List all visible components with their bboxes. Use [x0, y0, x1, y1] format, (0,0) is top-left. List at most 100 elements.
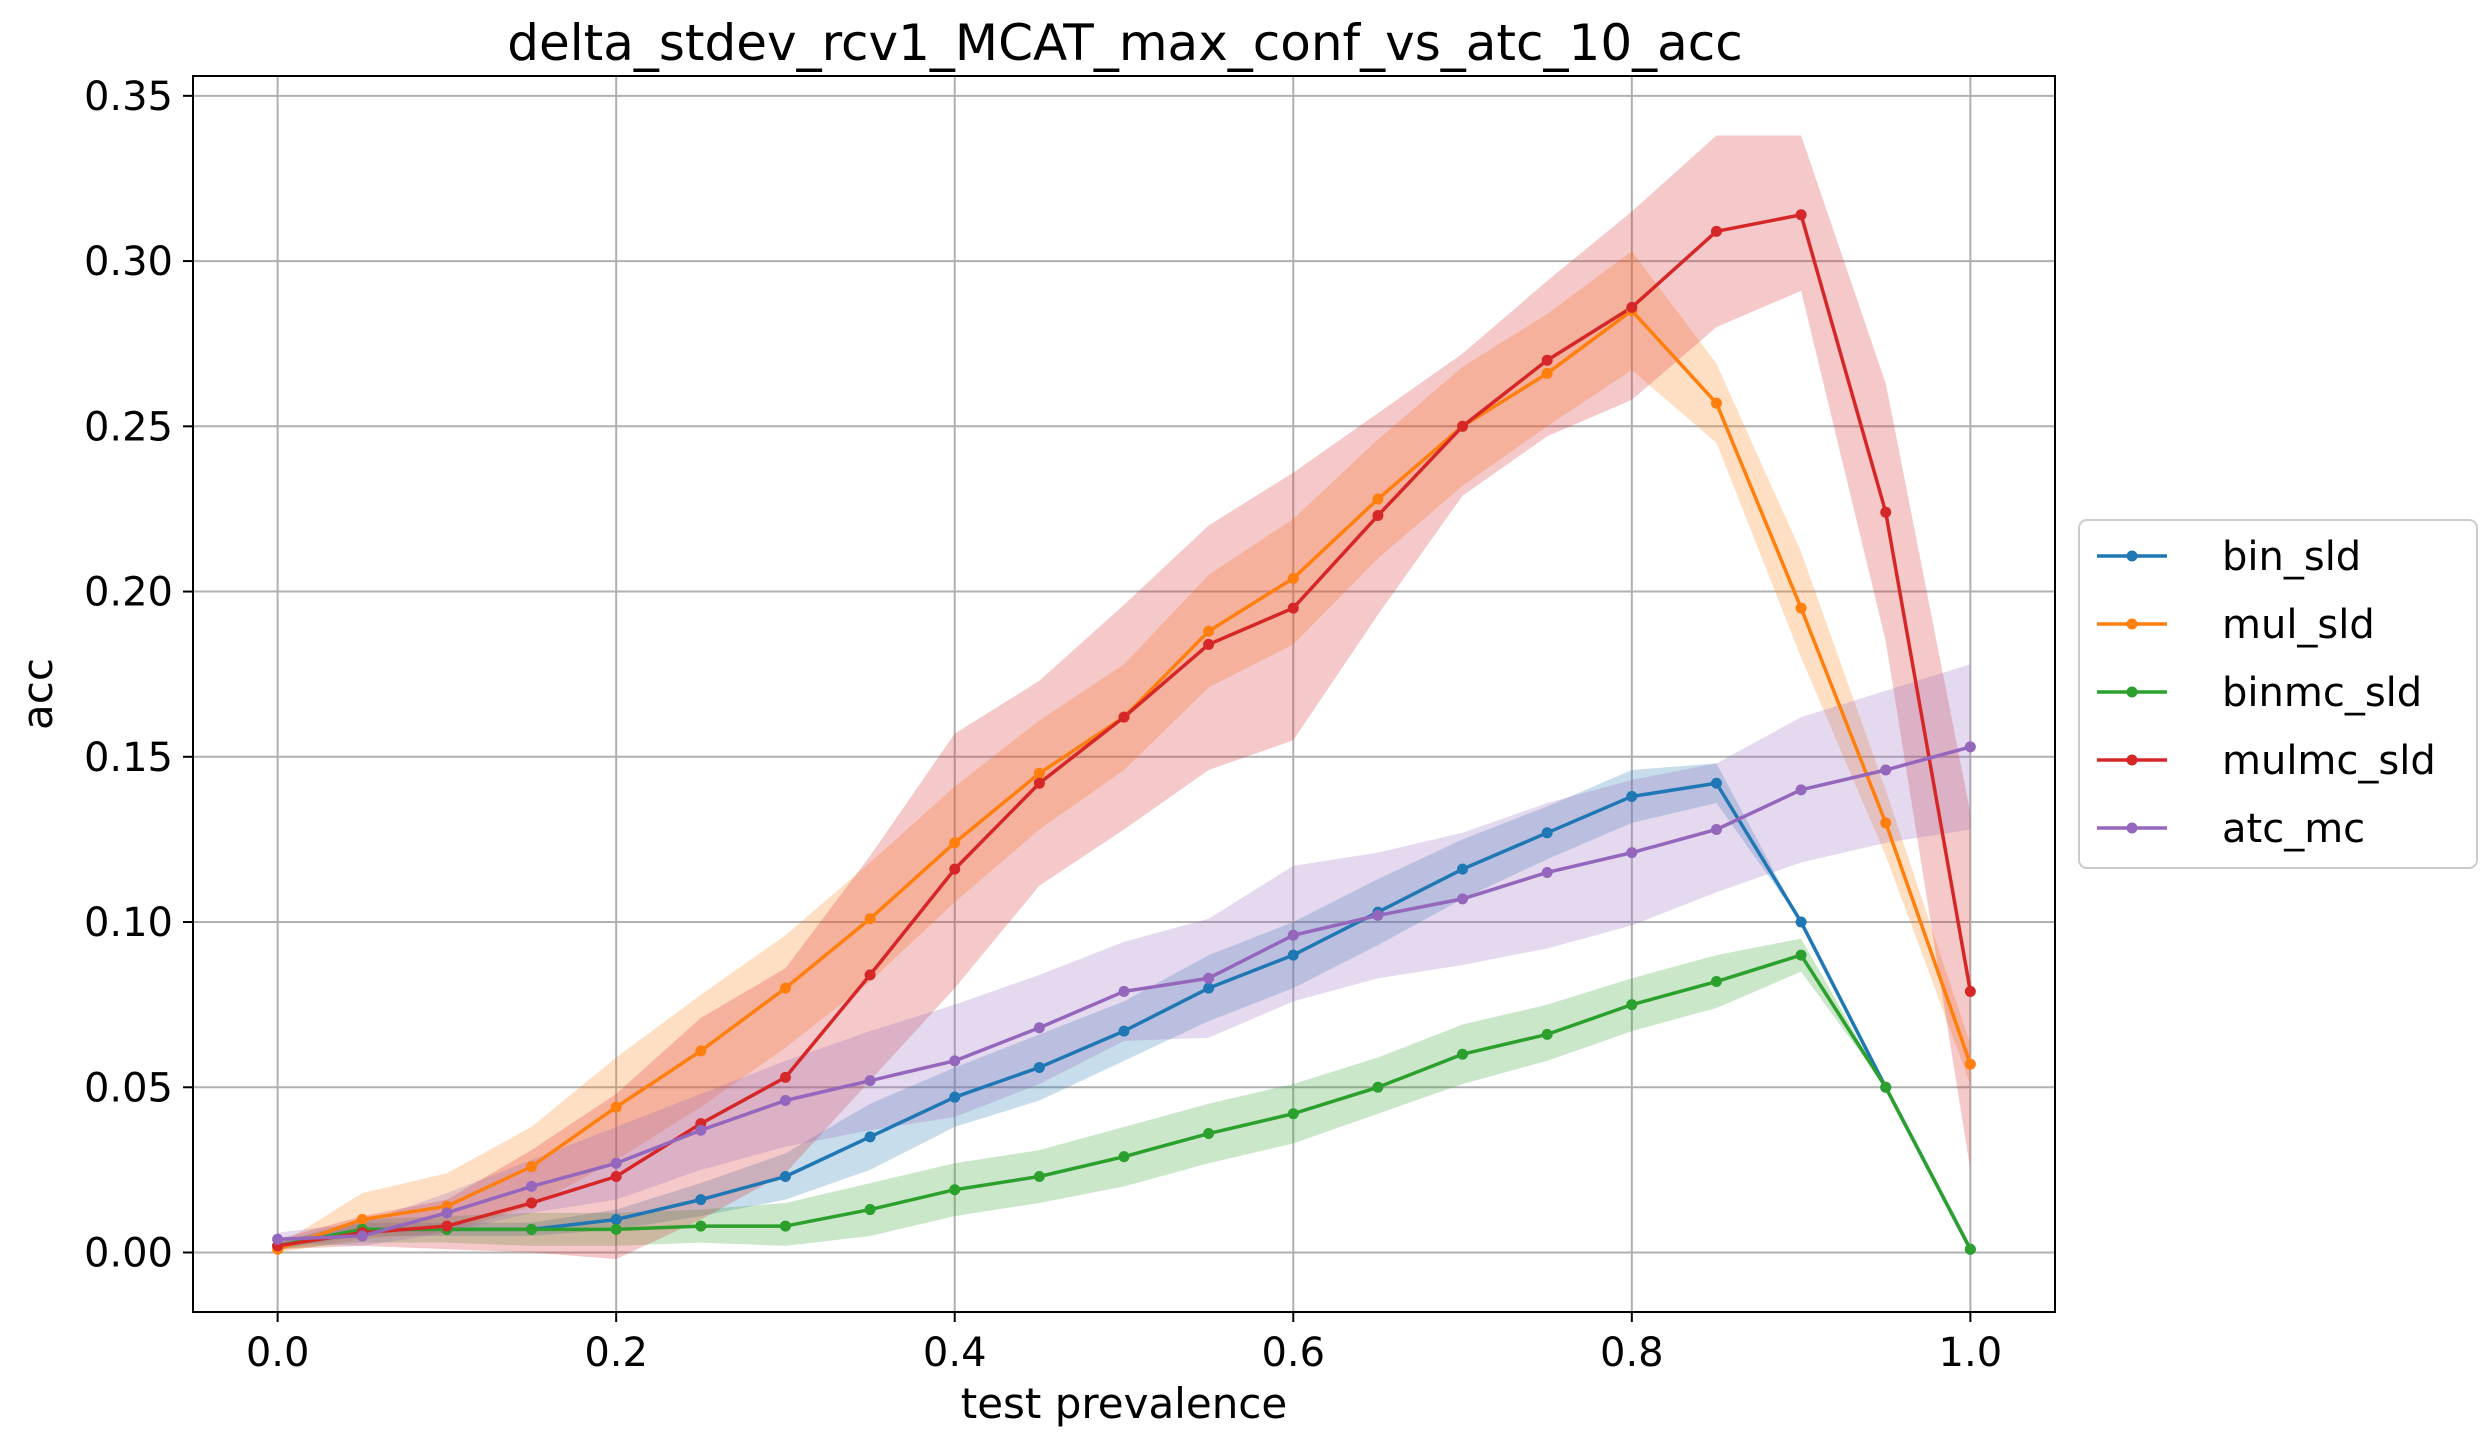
point-mulmc_sld — [1118, 711, 1130, 723]
point-binmc_sld — [1372, 1081, 1384, 1093]
point-mul_sld — [1541, 367, 1553, 379]
point-mulmc_sld — [1710, 225, 1722, 237]
x-tick-label: 0.6 — [1261, 1330, 1325, 1376]
point-bin_sld — [949, 1091, 961, 1103]
point-bin_sld — [610, 1213, 622, 1225]
point-bin_sld — [1033, 1061, 1045, 1073]
point-atc_mc — [949, 1055, 961, 1067]
legend-label-binmc_sld: binmc_sld — [2222, 670, 2422, 716]
point-atc_mc — [610, 1157, 622, 1169]
point-atc_mc — [1118, 985, 1130, 997]
point-mul_sld — [610, 1101, 622, 1113]
legend-marker-mul_sld — [2126, 618, 2138, 630]
point-binmc_sld — [1287, 1108, 1299, 1120]
legend-label-bin_sld: bin_sld — [2222, 534, 2361, 580]
point-mul_sld — [779, 982, 791, 994]
point-mul_sld — [1287, 572, 1299, 584]
x-tick-label: 0.4 — [923, 1330, 987, 1376]
y-tick-label: 0.05 — [84, 1065, 173, 1111]
point-atc_mc — [1287, 929, 1299, 941]
point-bin_sld — [1626, 790, 1638, 802]
point-mulmc_sld — [1287, 602, 1299, 614]
legend-frame — [2078, 519, 2478, 869]
point-binmc_sld — [1626, 999, 1638, 1011]
point-binmc_sld — [1541, 1028, 1553, 1040]
point-mul_sld — [1964, 1058, 1976, 1070]
point-mul_sld — [1795, 602, 1807, 614]
y-tick-label: 0.00 — [84, 1231, 173, 1277]
point-mulmc_sld — [1795, 209, 1807, 221]
point-mul_sld — [1203, 625, 1215, 637]
point-atc_mc — [779, 1094, 791, 1106]
point-binmc_sld — [1457, 1048, 1469, 1060]
x-tick-label: 1.0 — [1939, 1330, 2003, 1376]
legend-label-mul_sld: mul_sld — [2222, 602, 2375, 648]
confidence-bands — [277, 135, 1971, 1260]
legend-marker-atc_mc — [2126, 822, 2138, 834]
point-bin_sld — [1795, 916, 1807, 928]
point-atc_mc — [1880, 764, 1892, 776]
point-binmc_sld — [779, 1220, 791, 1232]
point-binmc_sld — [1964, 1243, 1976, 1255]
point-mulmc_sld — [1541, 354, 1553, 366]
point-mul_sld — [864, 913, 876, 925]
point-atc_mc — [1033, 1022, 1045, 1034]
point-mulmc_sld — [1626, 301, 1638, 313]
point-mulmc_sld — [949, 863, 961, 875]
point-binmc_sld — [1880, 1081, 1892, 1093]
point-mulmc_sld — [1372, 510, 1384, 522]
x-tick-label: 0.8 — [1600, 1330, 1664, 1376]
y-tick-label: 0.25 — [84, 404, 173, 450]
point-atc_mc — [1710, 823, 1722, 835]
point-atc_mc — [1795, 784, 1807, 796]
point-binmc_sld — [1795, 949, 1807, 961]
point-mulmc_sld — [1203, 638, 1215, 650]
point-atc_mc — [1203, 972, 1215, 984]
chart-title: delta_stdev_rcv1_MCAT_max_conf_vs_atc_10… — [507, 14, 1743, 72]
point-binmc_sld — [610, 1223, 622, 1235]
x-tick-label: 0.0 — [246, 1330, 310, 1376]
point-mulmc_sld — [610, 1171, 622, 1183]
y-axis-ticks: 0.00 0.05 0.10 0.15 0.20 0.25 0.30 0.35 — [84, 74, 193, 1277]
point-atc_mc — [864, 1075, 876, 1087]
series-points — [272, 209, 1976, 1255]
point-bin_sld — [1541, 827, 1553, 839]
y-tick-label: 0.10 — [84, 900, 173, 946]
point-atc_mc — [1964, 741, 1976, 753]
y-tick-label: 0.35 — [84, 74, 173, 120]
point-binmc_sld — [1203, 1128, 1215, 1140]
legend-label-mulmc_sld: mulmc_sld — [2222, 738, 2436, 784]
point-atc_mc — [1457, 893, 1469, 905]
band-atc_mc — [277, 664, 1971, 1246]
y-tick-label: 0.30 — [84, 239, 173, 285]
point-mulmc_sld — [779, 1071, 791, 1083]
band-binmc_sld — [277, 938, 1971, 1250]
point-mul_sld — [695, 1045, 707, 1057]
point-mulmc_sld — [864, 969, 876, 981]
point-mul_sld — [356, 1213, 368, 1225]
point-binmc_sld — [1710, 976, 1722, 988]
point-atc_mc — [356, 1230, 368, 1242]
point-binmc_sld — [864, 1204, 876, 1216]
point-bin_sld — [864, 1131, 876, 1143]
legend-marker-binmc_sld — [2126, 686, 2138, 698]
point-binmc_sld — [526, 1223, 538, 1235]
point-bin_sld — [1203, 982, 1215, 994]
point-mul_sld — [949, 837, 961, 849]
point-mul_sld — [526, 1161, 538, 1173]
x-axis-ticks: 0.0 0.2 0.4 0.6 0.8 1.0 — [246, 1312, 2002, 1376]
legend: bin_sld mul_sld binmc_sld mulmc_sld atc_mc — [2078, 519, 2478, 869]
legend-marker-bin_sld — [2126, 550, 2138, 562]
point-mulmc_sld — [1457, 420, 1469, 432]
point-binmc_sld — [695, 1220, 707, 1232]
point-binmc_sld — [1118, 1151, 1130, 1163]
legend-label-atc_mc: atc_mc — [2222, 806, 2365, 852]
point-mul_sld — [1880, 817, 1892, 829]
y-tick-label: 0.15 — [84, 735, 173, 781]
point-mulmc_sld — [1880, 506, 1892, 518]
point-atc_mc — [272, 1233, 284, 1245]
point-mulmc_sld — [526, 1197, 538, 1209]
point-mul_sld — [1033, 767, 1045, 779]
